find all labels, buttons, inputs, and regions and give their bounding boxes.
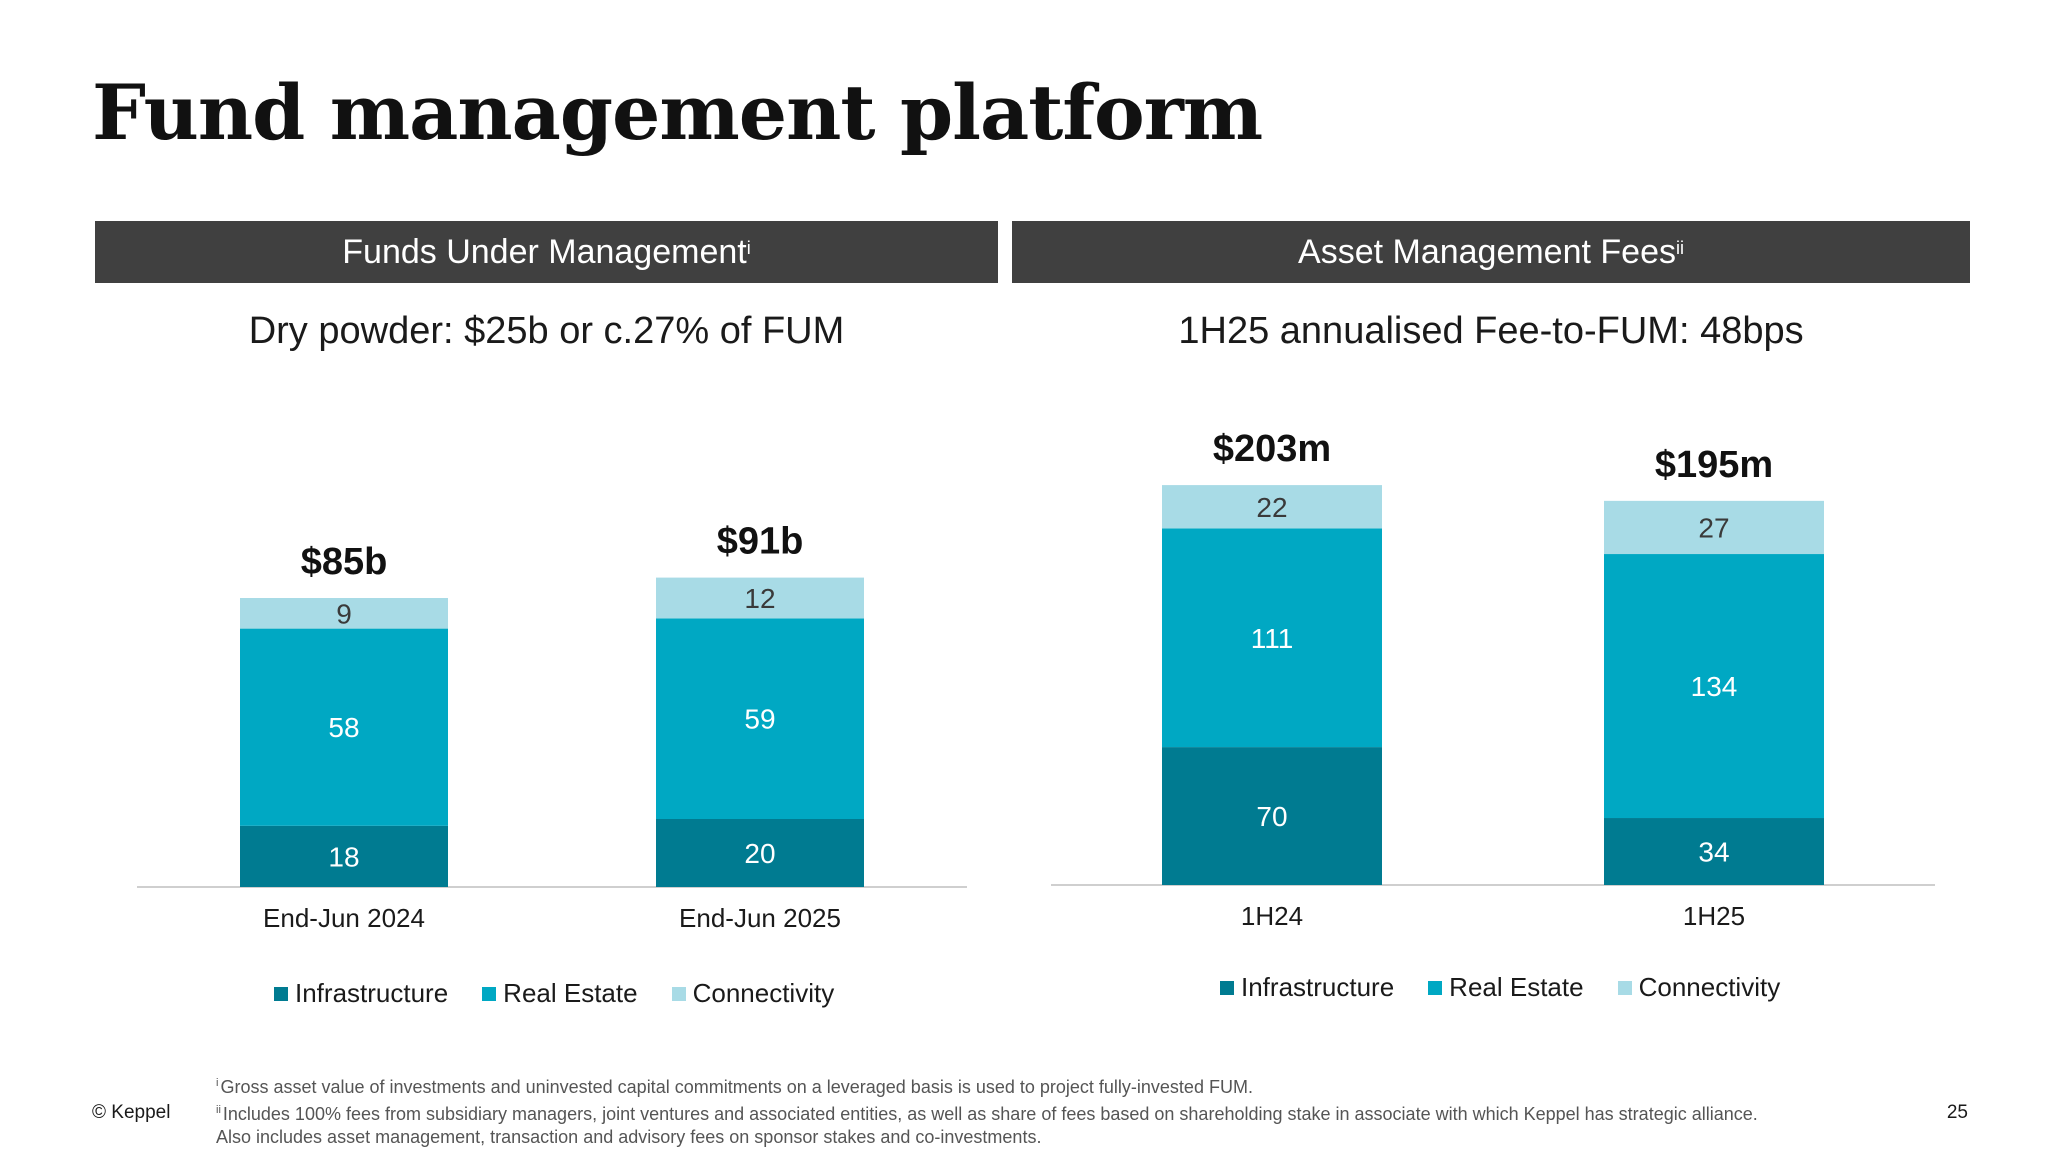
bar-segment-connectivity [240, 598, 448, 629]
x-tick-label: 1H25 [1683, 901, 1745, 931]
x-tick-label: 1H24 [1241, 901, 1303, 931]
legend-swatch-real-estate [1428, 980, 1443, 995]
legend-swatch-infrastructure [274, 986, 288, 1001]
fum-panel-header: Funds Under Management i [95, 221, 998, 283]
fum-legend: Infrastructure Real Estate Connectivity [274, 978, 834, 1009]
data-label-connectivity: 9 [336, 598, 352, 629]
legend-item-connectivity: Connectivity [671, 978, 835, 1009]
bar-segment-real-estate [240, 628, 448, 826]
x-tick-label: End-Jun 2024 [263, 903, 425, 933]
legend-item-infrastructure: Infrastructure [1220, 972, 1394, 1003]
copyright: © Keppel [92, 1102, 171, 1123]
data-label-connectivity: 22 [1256, 492, 1287, 523]
legend-item-infrastructure: Infrastructure [274, 978, 448, 1009]
footnote-2: ii Includes 100% fees from subsidiary man… [216, 1099, 1916, 1126]
legend-item-connectivity: Connectivity [1617, 972, 1781, 1003]
footnotes: i Gross asset value of investments and un… [216, 1072, 1916, 1149]
legend-item-real-estate: Real Estate [1428, 972, 1584, 1003]
page-number: 25 [1946, 1102, 1968, 1123]
data-label-connectivity: 12 [744, 583, 775, 614]
legend-label: Infrastructure [1241, 972, 1395, 1002]
bar-segment-connectivity [656, 577, 864, 619]
bar-segment-real-estate [1162, 528, 1382, 748]
legend-swatch-connectivity [1617, 980, 1632, 995]
data-label-infrastructure: 70 [1256, 801, 1287, 832]
bar-segment-infrastructure [1604, 818, 1824, 885]
footnote-1: i Gross asset value of investments and un… [216, 1072, 1916, 1099]
bar-segment-infrastructure [1162, 747, 1382, 885]
footnote-2-marker: ii [216, 1104, 221, 1116]
legend-swatch-infrastructure [1220, 980, 1234, 995]
bar-total-label: $85b [301, 541, 388, 583]
bar-total-label: $91b [717, 521, 804, 563]
bar-segment-real-estate [656, 618, 864, 819]
legend-item-real-estate: Real Estate [482, 978, 638, 1009]
data-label-real-estate: 134 [1691, 671, 1738, 702]
fees-panel-header: Asset Management Fees ii [1012, 221, 1970, 283]
bar-total-label: $195m [1655, 444, 1773, 486]
bar-segment-connectivity [1162, 485, 1382, 529]
legend-label: Connectivity [1638, 972, 1781, 1002]
footnote-2-continued: Also includes asset management, transact… [216, 1127, 1042, 1147]
legend-swatch-connectivity [671, 986, 686, 1001]
footnote-2-text: Includes 100% fees from subsidiary manag… [222, 1104, 1758, 1124]
footnote-1-text: Gross asset value of investments and uni… [220, 1077, 1253, 1097]
legend-label: Infrastructure [295, 978, 449, 1008]
fees-header-text: Asset Management Fees [1298, 232, 1676, 271]
fum-stacked-bar-chart: 18 58 9 $85b End-Jun 2024 20 59 12 $91b End-Jun 2… [137, 521, 967, 933]
data-label-infrastructure: 18 [328, 841, 359, 872]
legend-swatch-real-estate [482, 986, 497, 1001]
fum-subtitle: Dry powder: $25b or c.27% of FUM [248, 309, 845, 352]
data-label-infrastructure: 20 [744, 838, 775, 869]
x-tick-label: End-Jun 2025 [679, 903, 841, 933]
bar-segment-connectivity [1604, 500, 1824, 555]
data-label-real-estate: 58 [328, 712, 359, 743]
bar-segment-real-estate [1604, 554, 1824, 819]
bar-segment-infrastructure [656, 819, 864, 887]
fees-header-footnote-marker: ii [1675, 237, 1684, 258]
legend-label: Real Estate [1449, 972, 1584, 1002]
bar-segment-infrastructure [240, 825, 448, 887]
data-label-real-estate: 59 [744, 704, 775, 735]
fum-header-footnote-marker: i [746, 237, 751, 258]
fees-legend: Infrastructure Real Estate Connectivity [1220, 972, 1780, 1003]
legend-label: Real Estate [503, 978, 638, 1008]
fum-header-text: Funds Under Management [342, 232, 747, 271]
bar-total-label: $203m [1213, 428, 1331, 470]
fees-stacked-bar-chart: 70 111 22 $203m 1H24 34 134 27 $195m 1H25 [1051, 428, 1935, 931]
legend-label: Connectivity [692, 978, 835, 1008]
data-label-connectivity: 27 [1698, 512, 1729, 543]
fees-subtitle: 1H25 annualised Fee-to-FUM: 48bps [1178, 309, 1804, 352]
data-label-infrastructure: 34 [1698, 837, 1729, 868]
page-title: Fund management platform [92, 68, 1263, 157]
footnote-1-marker: i [216, 1077, 219, 1089]
data-label-real-estate: 111 [1251, 623, 1294, 654]
